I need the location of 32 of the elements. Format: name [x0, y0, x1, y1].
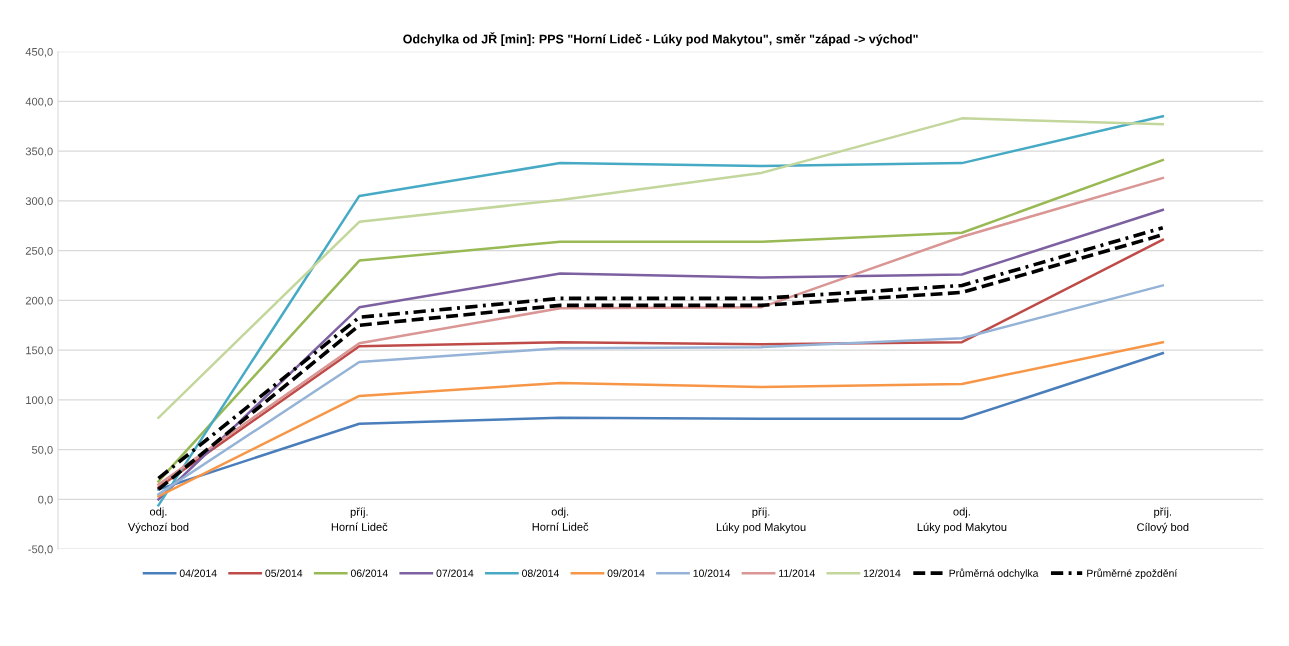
line-series — [157, 284, 1165, 496]
y-tick-label: 450,0 — [25, 47, 53, 58]
y-tick-label: 100,0 — [26, 396, 53, 406]
legend-label: Průměrné zpoždění — [1087, 568, 1178, 579]
y-tick-label: 300,0 — [25, 197, 53, 207]
legend-label: 11/2014 — [779, 569, 815, 577]
legend-label: 09/2014 — [607, 569, 645, 577]
x-tick-label: příj. Horní Lideč — [331, 507, 388, 531]
y-tick-label: 150,0 — [26, 346, 53, 356]
legend-label: Průměrná odchylka — [949, 568, 1039, 579]
y-tick-label: 50,0 — [31, 445, 53, 456]
x-tick-label: příj. Lúky pod Makytou — [716, 507, 806, 534]
y-tick-label: 200,0 — [25, 296, 53, 306]
y-tick-label: -50,0 — [28, 545, 53, 555]
x-tick-label: odj. Lúky pod Makytou — [917, 507, 1007, 534]
legend-label: 12/2014 — [863, 569, 901, 577]
legend-label: 06/2014 — [350, 569, 388, 577]
legend-label: 07/2014 — [436, 569, 474, 577]
line-series — [157, 115, 1165, 507]
legend-label: 05/2014 — [265, 569, 303, 577]
y-tick-label: 250,0 — [25, 246, 53, 257]
y-tick-label: 0,0 — [38, 495, 53, 505]
legend-label: 08/2014 — [522, 569, 559, 577]
legend-label: 10/2014 — [693, 569, 731, 577]
y-tick-label: 350,0 — [25, 147, 53, 157]
y-tick-label: 400,0 — [25, 97, 53, 107]
line-series — [157, 117, 1165, 420]
x-tick-label: odj. Výchozí bod — [127, 507, 189, 534]
x-tick-label: odj. Horní Lideč — [532, 507, 589, 531]
legend-label: 04/2014 — [179, 569, 217, 577]
chart-title: Odchylka od JŘ [min]: PPS "Horní Lideč - Lúky pod Makytou", směr "západ -> východ" — [403, 32, 918, 46]
x-tick-label: příj. Cílový bod — [1137, 507, 1189, 534]
